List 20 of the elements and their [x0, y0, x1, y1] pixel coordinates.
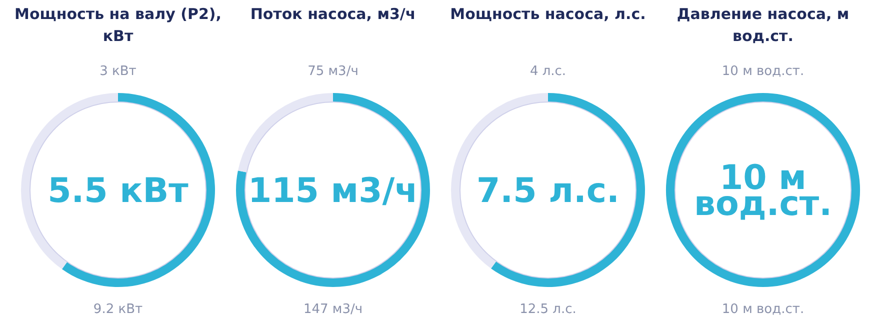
text: 9.2 кВт [93, 302, 143, 317]
text: 147 м3/ч [303, 302, 363, 317]
text: 10 м вод.ст. [694, 158, 832, 224]
text: 115 м3/ч [248, 171, 418, 211]
donut-slice [238, 93, 333, 172]
text: 12.5 л.с. [520, 302, 576, 317]
text: 3 кВт [100, 64, 137, 79]
text: 10 м вод.ст. [722, 64, 804, 79]
chart-title: Мощность на валу (P2), кВт [14, 5, 222, 45]
donut-slice [451, 93, 548, 268]
text: 5.5 кВт [48, 171, 189, 211]
text: 75 м3/ч [308, 64, 358, 79]
chart-title: Поток насоса, м3/ч [250, 5, 416, 23]
chart-title: Мощность насоса, л.с. [450, 5, 646, 23]
text: 7.5 л.с. [476, 171, 620, 211]
donut-slice [21, 93, 118, 270]
text: 10 м вод.ст. [722, 302, 804, 317]
donut-slice [236, 93, 430, 287]
text: 4 л.с. [530, 64, 566, 79]
chart-title: Давление насоса, м вод.ст. [676, 5, 850, 45]
